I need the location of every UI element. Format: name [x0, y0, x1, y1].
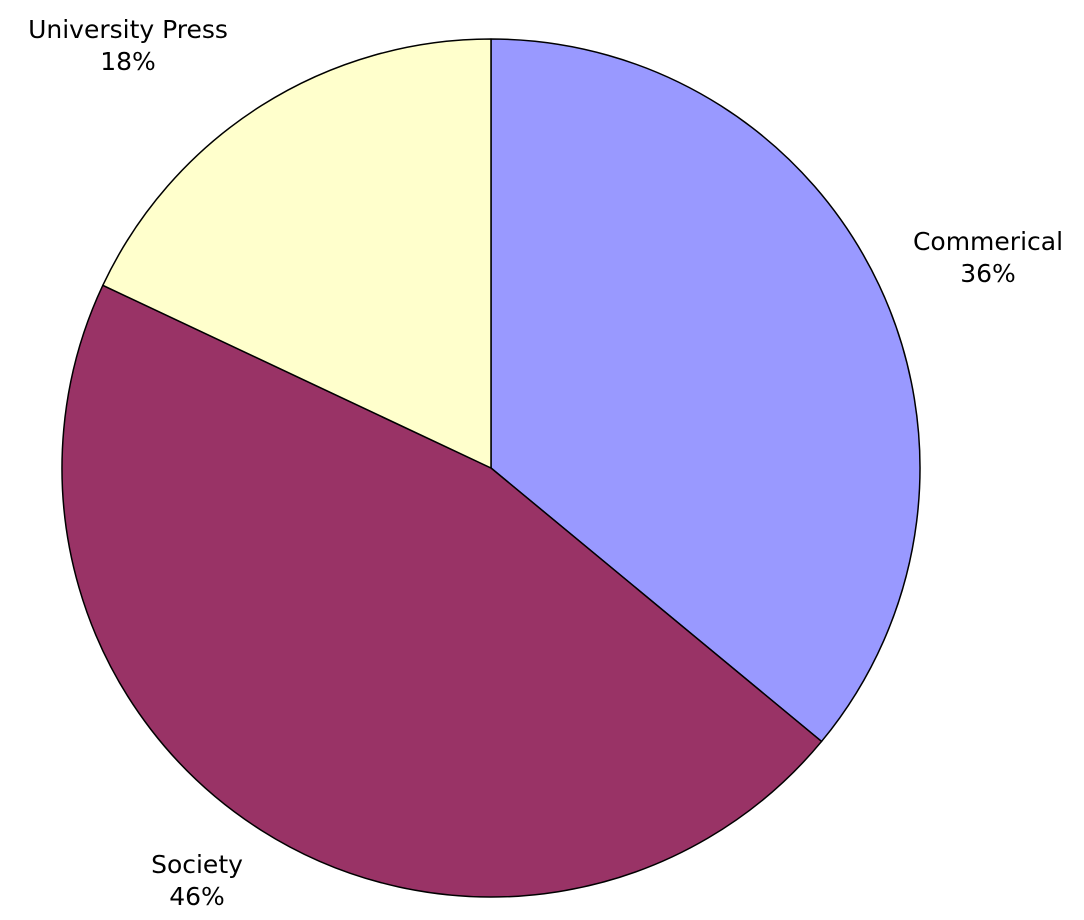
data-label-society-percent: 46%: [169, 882, 225, 911]
pie-slices: [61, 38, 921, 898]
data-label-commerical-percent: 36%: [960, 259, 1016, 288]
data-label-university-press-percent: 18%: [100, 47, 156, 76]
pie-slice-society: [61, 284, 823, 898]
data-label-commerical-category: Commerical: [913, 227, 1063, 256]
data-label-society-category: Society: [151, 850, 243, 879]
pie-slice-commerical: [490, 38, 921, 743]
pie-slice-university-press: [102, 38, 492, 469]
data-label-university-press-category: University Press: [28, 15, 228, 44]
pie-labels: Commerical 36% Society 46% University Press 1…: [28, 15, 1063, 911]
